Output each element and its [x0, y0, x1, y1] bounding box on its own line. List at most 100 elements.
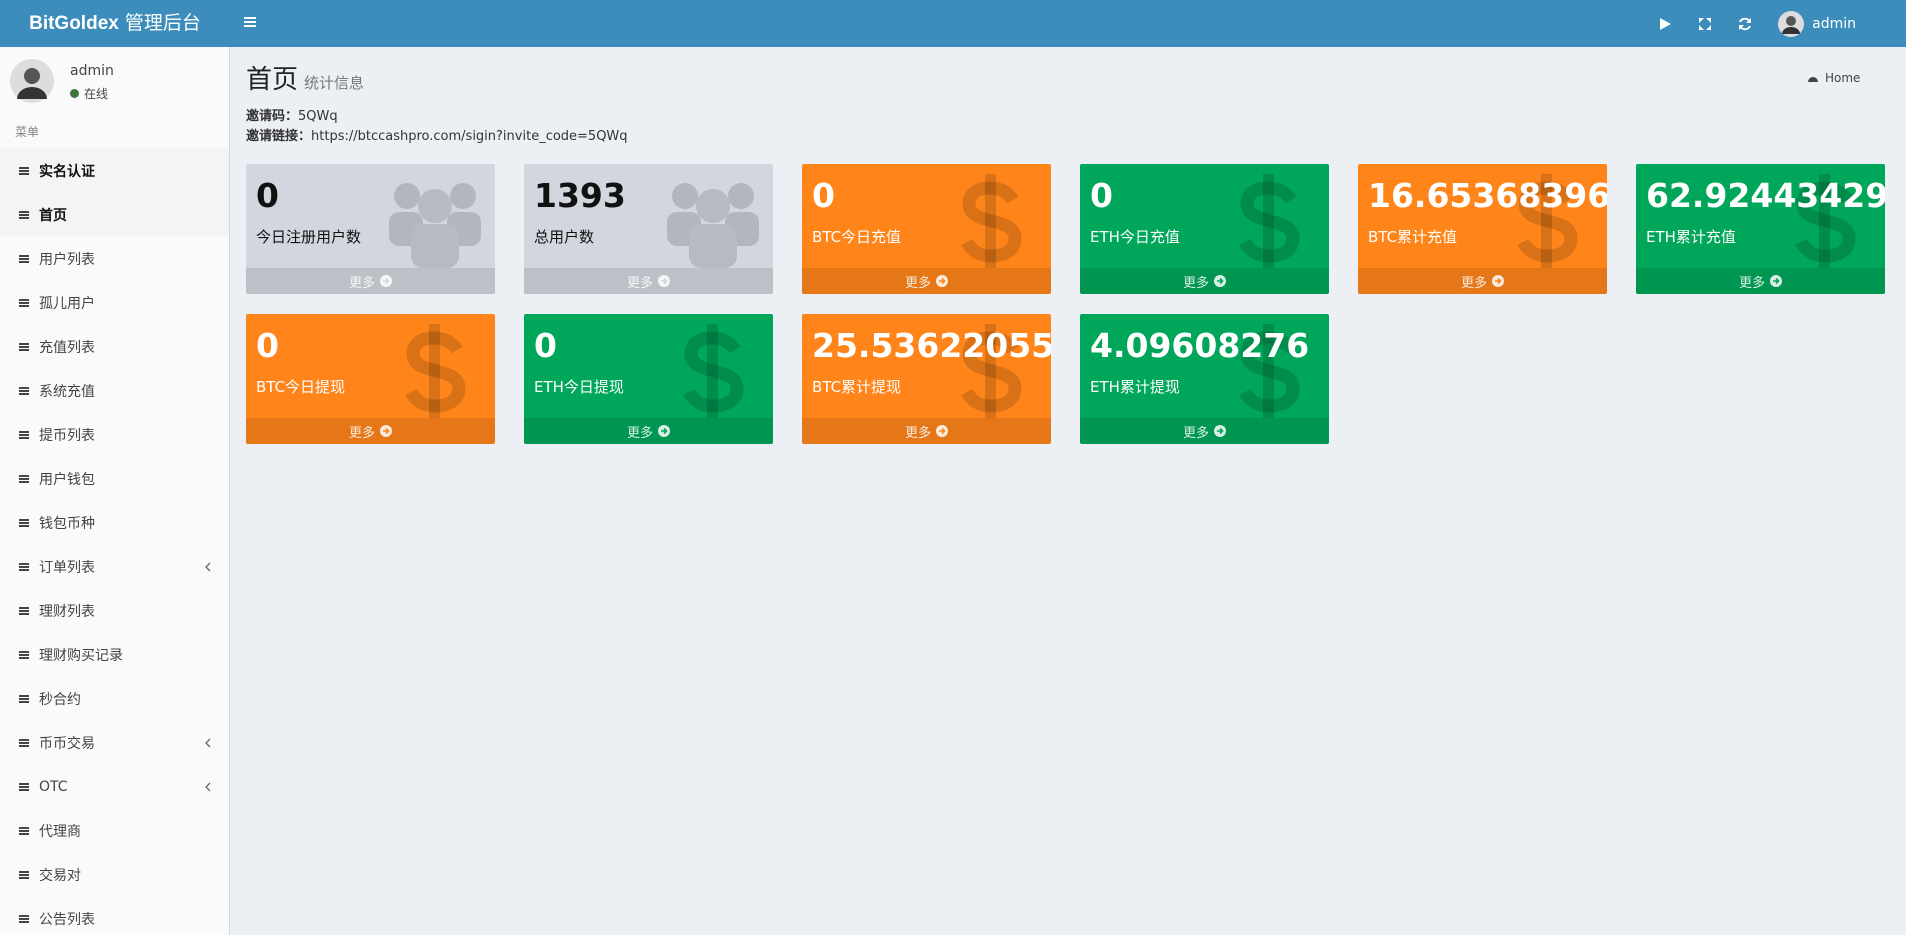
brand-suffix[interactable]: 管理后台 [124, 12, 201, 34]
menu-label[interactable]: 订单列表 [39, 560, 95, 576]
icon-shape [19, 563, 29, 565]
more-text[interactable]: 更多 [626, 275, 653, 291]
menu-item[interactable]: OTC [0, 765, 229, 809]
menu-label[interactable]: 理财购买记录 [39, 648, 123, 664]
icon-shape [19, 610, 29, 612]
stat-value: 0 [1090, 176, 1113, 215]
menu-label[interactable]: 充值列表 [39, 340, 95, 356]
menu-label[interactable]: 代理商 [39, 824, 81, 840]
icon-shape [19, 827, 29, 829]
more-link[interactable]: 更多 [524, 268, 773, 294]
icon-shape [19, 833, 29, 835]
more-text[interactable]: 更多 [348, 425, 375, 441]
more-text[interactable]: 更多 [1182, 425, 1209, 441]
more-link[interactable]: 更多 [802, 268, 1051, 294]
more-text[interactable]: 更多 [348, 275, 375, 291]
breadcrumb[interactable]: Home [1807, 71, 1860, 85]
more-link[interactable]: 更多 [524, 418, 773, 444]
menu-label[interactable]: 交易对 [39, 868, 81, 884]
menu-toggle[interactable] [243, 15, 257, 29]
box-icon [1239, 174, 1300, 268]
menu-item[interactable]: 用户列表 [0, 237, 229, 281]
menu-item[interactable]: 秒合约 [0, 677, 229, 721]
more-link[interactable]: 更多 [246, 418, 495, 444]
menu-label[interactable]: 币币交易 [39, 736, 95, 752]
more-text[interactable]: 更多 [1182, 275, 1209, 291]
menu-icon [19, 563, 29, 571]
menu-label[interactable]: 钱包币种 [39, 516, 95, 532]
more-text[interactable]: 更多 [1460, 275, 1487, 291]
menu-label[interactable]: 孤儿用户 [39, 296, 95, 312]
arrow-icon [658, 425, 670, 437]
stat-box: 4.09608276 ETH累计提现 更多 [1080, 314, 1329, 444]
breadcrumb-home[interactable]: Home [1825, 71, 1861, 85]
icon-shape [985, 174, 996, 268]
menu-item[interactable]: 理财列表 [0, 589, 229, 633]
more-text[interactable]: 更多 [904, 425, 931, 441]
menu-label[interactable]: 理财列表 [39, 604, 95, 620]
icon-shape [383, 427, 390, 435]
more-link[interactable]: 更多 [1080, 418, 1329, 444]
icon-shape [19, 437, 29, 439]
stat-box: 0 ETH今日提现 更多 [524, 314, 773, 444]
more-link[interactable]: 更多 [1358, 268, 1607, 294]
menu-icon [19, 167, 29, 175]
box-icon [1517, 174, 1578, 268]
more-link[interactable]: 更多 [1080, 268, 1329, 294]
menu-item[interactable]: 交易对 [0, 853, 229, 897]
menu-label[interactable]: 提币列表 [39, 428, 95, 444]
menu-label[interactable]: 实名认证 [39, 164, 95, 180]
stat-label: BTC累计充值 [1368, 228, 1458, 246]
menu-icon [19, 343, 29, 351]
more-link[interactable]: 更多 [246, 268, 495, 294]
menu-label[interactable]: 首页 [39, 208, 67, 224]
more-text[interactable]: 更多 [626, 425, 653, 441]
icon-shape [394, 183, 420, 209]
refresh-button[interactable] [1738, 17, 1752, 31]
icon-shape [450, 183, 476, 209]
stat-value: 25.53622055 [812, 326, 1051, 365]
icon-shape [19, 481, 29, 483]
menu-label[interactable]: 用户列表 [39, 252, 95, 268]
menu-item[interactable]: 实名认证 [0, 149, 229, 193]
icon-shape [728, 183, 754, 209]
menu-item[interactable]: 孤儿用户 [0, 281, 229, 325]
menu-label[interactable]: 用户钱包 [39, 472, 95, 488]
menu-item[interactable]: 充值列表 [0, 325, 229, 369]
menu-item[interactable]: 钱包币种 [0, 501, 229, 545]
menu-item[interactable]: 首页 [0, 193, 229, 237]
menu-item[interactable]: 用户钱包 [0, 457, 229, 501]
arrow-icon [1214, 425, 1226, 437]
brand[interactable]: BitGoldex 管理后台 [0, 0, 230, 47]
icon-shape [19, 921, 29, 923]
icon-shape [429, 324, 440, 418]
menu-label[interactable]: 公告列表 [39, 912, 95, 928]
play-button[interactable] [1658, 17, 1672, 31]
stat-label: BTC今日提现 [256, 378, 346, 396]
arrow-icon [658, 275, 670, 287]
icon-shape [683, 331, 744, 413]
more-text[interactable]: 更多 [904, 275, 931, 291]
menu-item[interactable]: 代理商 [0, 809, 229, 853]
brand-name[interactable]: BitGoldex [29, 13, 119, 34]
fullscreen-button[interactable] [1698, 17, 1712, 31]
more-link[interactable]: 更多 [1636, 268, 1885, 294]
menu-item[interactable]: 理财购买记录 [0, 633, 229, 677]
stat-box: 1393 总用户数 更多 [524, 164, 773, 294]
menu-icon [19, 255, 29, 263]
menu-item[interactable]: 系统充值 [0, 369, 229, 413]
menu-label[interactable]: OTC [39, 779, 68, 795]
more-link[interactable]: 更多 [802, 418, 1051, 444]
menu-icon [19, 299, 29, 307]
more-text[interactable]: 更多 [1738, 275, 1765, 291]
menu-item[interactable]: 公告列表 [0, 897, 229, 935]
menu-item[interactable]: 币币交易 [0, 721, 229, 765]
status-text: 在线 [84, 87, 109, 101]
menu-item[interactable]: 订单列表 [0, 545, 229, 589]
icon-shape [19, 745, 29, 747]
user-menu[interactable]: admin [1778, 10, 1856, 37]
menu-label[interactable]: 系统充值 [39, 384, 95, 400]
menu-label[interactable]: 秒合约 [39, 692, 81, 708]
user-name[interactable]: admin [1812, 15, 1856, 32]
menu-item[interactable]: 提币列表 [0, 413, 229, 457]
